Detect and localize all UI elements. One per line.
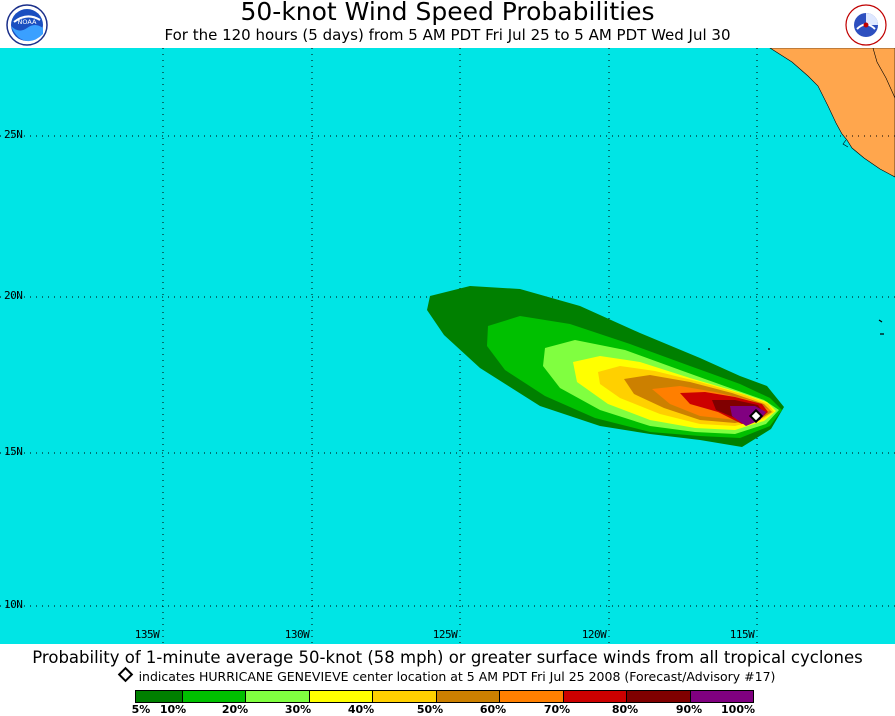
header: NOAA 50-knot Wind Speed Probabilities Fo… (0, 0, 895, 48)
mexico-coast-land (872, 48, 895, 99)
scale-segment-5-10 (136, 691, 182, 702)
map-caption: Probability of 1-minute average 50-knot … (32, 648, 863, 667)
scale-tick-10: 10% (159, 703, 187, 716)
scale-tick-20: 20% (221, 703, 249, 716)
footer: Probability of 1-minute average 50-knot … (0, 644, 895, 716)
lon-label-115w: 115W (729, 628, 755, 641)
diamond-marker-icon (117, 666, 133, 683)
map-canvas (0, 48, 895, 644)
scale-tick-60: 60% (479, 703, 507, 716)
nws-logo (845, 4, 887, 46)
storm-center-diamond (748, 408, 764, 424)
scale-segment-10-20 (181, 691, 246, 702)
small-islands (768, 319, 884, 350)
probability-contours (427, 286, 784, 447)
probability-map: 25N 20N 15N 10N (0, 48, 895, 644)
ocean (0, 48, 895, 644)
scale-segment-20-30 (245, 691, 309, 702)
scale-segment-90-100 (689, 691, 753, 702)
baja-california-land (769, 48, 895, 178)
scale-tick-5: 5% (131, 703, 151, 716)
scale-segment-60-70 (499, 691, 563, 702)
noaa-logo: NOAA (6, 4, 48, 46)
lat-label-25n: 25N (4, 128, 23, 141)
baja-coast-detail (842, 139, 849, 148)
lon-label-120w: 120W (581, 628, 607, 641)
page-subtitle: For the 120 hours (5 days) from 5 AM PDT… (164, 26, 731, 44)
probability-color-scale (135, 690, 754, 703)
lat-label-20n: 20N (4, 289, 23, 302)
page-title: 50-knot Wind Speed Probabilities (240, 0, 655, 26)
storm-marker-note-text: indicates HURRICANE GENEVIEVE center loc… (138, 669, 776, 684)
scale-tick-90: 90% (675, 703, 703, 716)
lat-label-15n: 15N (4, 445, 23, 458)
scale-tick-80: 80% (611, 703, 639, 716)
scale-segment-70-80 (562, 691, 627, 702)
lat-label-10n: 10N (4, 598, 23, 611)
scale-tick-100: 100% (721, 703, 755, 716)
scale-tick-70: 70% (543, 703, 571, 716)
scale-tick-50: 50% (416, 703, 444, 716)
lon-label-125w: 125W (432, 628, 458, 641)
scale-segment-50-60 (435, 691, 500, 702)
scale-segment-30-40 (308, 691, 373, 702)
scale-tick-40: 40% (347, 703, 375, 716)
storm-marker-note: indicates HURRICANE GENEVIEVE center loc… (0, 666, 895, 685)
lon-label-135w: 135W (134, 628, 160, 641)
scale-tick-30: 30% (284, 703, 312, 716)
noaa-logo-text: NOAA (18, 18, 37, 26)
scale-segment-80-90 (626, 691, 690, 702)
scale-segment-40-50 (372, 691, 436, 702)
lon-label-130w: 130W (284, 628, 310, 641)
